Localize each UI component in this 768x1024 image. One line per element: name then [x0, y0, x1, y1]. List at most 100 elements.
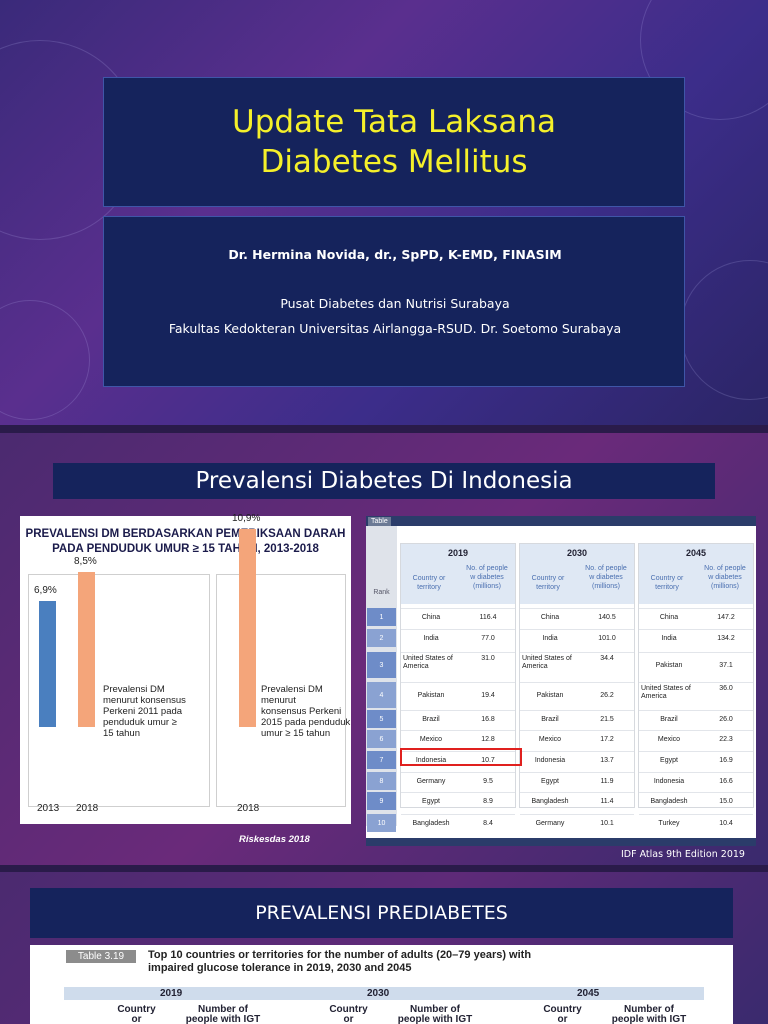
country-cell: Germany: [535, 820, 565, 827]
header-line: Country: [329, 1004, 368, 1015]
country-cell: Indonesia: [534, 757, 566, 764]
header-line: territory: [536, 584, 560, 591]
note-line: Perkeni 2011 pada: [103, 706, 183, 717]
slide-title-line2: Diabetes Mellitus: [260, 144, 528, 180]
affiliation-1: Pusat Diabetes dan Nutrisi Surabaya: [280, 296, 510, 311]
column-header-country: Country or: [321, 1005, 376, 1024]
note-line: umur ≥ 15 tahun: [261, 728, 331, 739]
country-cell: Germany: [416, 778, 446, 785]
row-divider: [520, 730, 634, 731]
country-cell: Mexico: [657, 736, 681, 743]
value-cell: 36.0: [719, 685, 733, 692]
table-footer-bar: [366, 838, 756, 846]
value-cell: 10.7: [481, 757, 495, 764]
value-cell: 21.5: [600, 716, 614, 723]
row-divider: [520, 814, 634, 815]
header-line: or: [131, 1014, 142, 1024]
country-cell: Egypt: [422, 798, 440, 805]
value-cell: 26.0: [719, 716, 733, 723]
row-divider: [401, 751, 515, 752]
row-divider: [639, 772, 753, 773]
country-cell: Pakistan: [536, 692, 564, 699]
country-cell: China: [421, 614, 441, 621]
column-header-country: Country or: [535, 1005, 590, 1024]
header-line: (millions): [473, 583, 501, 590]
value-cell: 15.0: [719, 798, 733, 805]
chart-title-line2: PADA PENDUDUK UMUR ≥ 15 TAHUN, 2013-2018: [52, 543, 319, 555]
value-cell: 8.4: [483, 820, 493, 827]
note-line: 2015 pada penduduk: [261, 717, 351, 728]
column-header-people: Number of people with IGT: [599, 1005, 699, 1024]
prevalence-bar-chart: PREVALENSI DM BERDASARKAN PEMERIKSAAN DA…: [20, 513, 351, 824]
country-cell: Indonesia: [653, 778, 685, 785]
affiliation-2: Fakultas Kedokteran Universitas Airlangg…: [168, 321, 622, 336]
country-cell: Pakistan: [417, 692, 445, 699]
country-cell: United States of America: [403, 655, 453, 670]
bar-2018: [78, 572, 95, 727]
country-cell: Pakistan: [655, 662, 683, 669]
title-box: Update Tata Laksana Diabetes Mellitus: [103, 77, 685, 207]
note-line: konsensus Perkeni: [261, 706, 342, 717]
column-header-country: Country or territory: [403, 574, 455, 592]
country-cell: China: [659, 614, 679, 621]
country-cell: Brazil: [541, 716, 559, 723]
value-cell: 13.7: [600, 757, 614, 764]
row-divider: [401, 652, 515, 653]
header-line: w diabetes: [708, 574, 742, 581]
bar-2018: [239, 528, 256, 727]
country-cell: Bangladesh: [531, 798, 569, 805]
note-perkeni-2015: Prevalensi DM menurut konsensus Perkeni 20…: [261, 684, 351, 739]
bar-value-label: 8,5%: [74, 556, 97, 568]
header-line: Country: [543, 1004, 582, 1015]
row-divider: [639, 730, 753, 731]
row-divider: [639, 652, 753, 653]
row-divider: [639, 710, 753, 711]
header-line: people with IGT: [397, 1014, 473, 1024]
chart-frame: [216, 574, 346, 807]
value-cell: 12.8: [481, 736, 495, 743]
year-block-[object Object]: 2030 Country or territory No. of people w di…: [519, 543, 635, 827]
row-divider: [401, 772, 515, 773]
prediabetes-title: PREVALENSI PREDIABETES: [30, 888, 733, 938]
note-line: penduduk umur ≥: [103, 717, 177, 728]
header-line: territory: [417, 584, 441, 591]
table-caption-line1: Top 10 countries or territories for the …: [148, 949, 532, 961]
bar-2013: [39, 601, 56, 727]
header-line: (millions): [592, 583, 620, 590]
column-header-people: No. of people w diabetes (millions): [459, 564, 515, 591]
value-cell: 16.8: [481, 716, 495, 723]
row-divider: [401, 682, 515, 683]
year-label: 2030: [367, 988, 390, 999]
value-cell: 11.9: [600, 778, 614, 785]
value-cell: 134.2: [717, 635, 735, 642]
row-divider: [639, 629, 753, 630]
idf-top10-table: Table Rank 1 2 3 4 5 6 7 8 9 10 2019 Country or ter…: [366, 516, 756, 846]
country-cell: Bangladesh: [412, 820, 450, 827]
title-slide: Update Tata Laksana Diabetes Mellitus Dr…: [0, 0, 768, 425]
country-cell: United States of America: [522, 655, 572, 670]
bar-value-label: 6,9%: [34, 585, 57, 597]
year-header: 2019 Country or territory No. of people w di…: [401, 544, 515, 604]
rank-cell: 4: [367, 682, 396, 708]
x-tick-label: 2013: [37, 803, 60, 814]
country-cell: Brazil: [660, 716, 678, 723]
header-line: (millions): [711, 583, 739, 590]
value-cell: 140.5: [598, 614, 616, 621]
country-cell: United States of America: [641, 685, 691, 700]
value-cell: 22.3: [719, 736, 733, 743]
year-band: [64, 987, 704, 1000]
country-cell: Indonesia: [415, 757, 447, 764]
table-tag: Table: [368, 517, 391, 526]
country-cell: Brazil: [422, 716, 440, 723]
rank-cell: 9: [367, 792, 396, 810]
value-cell: 26.2: [600, 692, 614, 699]
value-cell: 37.1: [719, 662, 733, 669]
country-cell: Mexico: [419, 736, 443, 743]
row-divider: [520, 652, 634, 653]
header-line: or: [343, 1014, 354, 1024]
header-line: territory: [655, 584, 679, 591]
header-line: people with IGT: [611, 1014, 687, 1024]
country-cell: India: [542, 635, 558, 642]
value-cell: 9.5: [483, 778, 493, 785]
header-line: Number of: [624, 1004, 674, 1015]
